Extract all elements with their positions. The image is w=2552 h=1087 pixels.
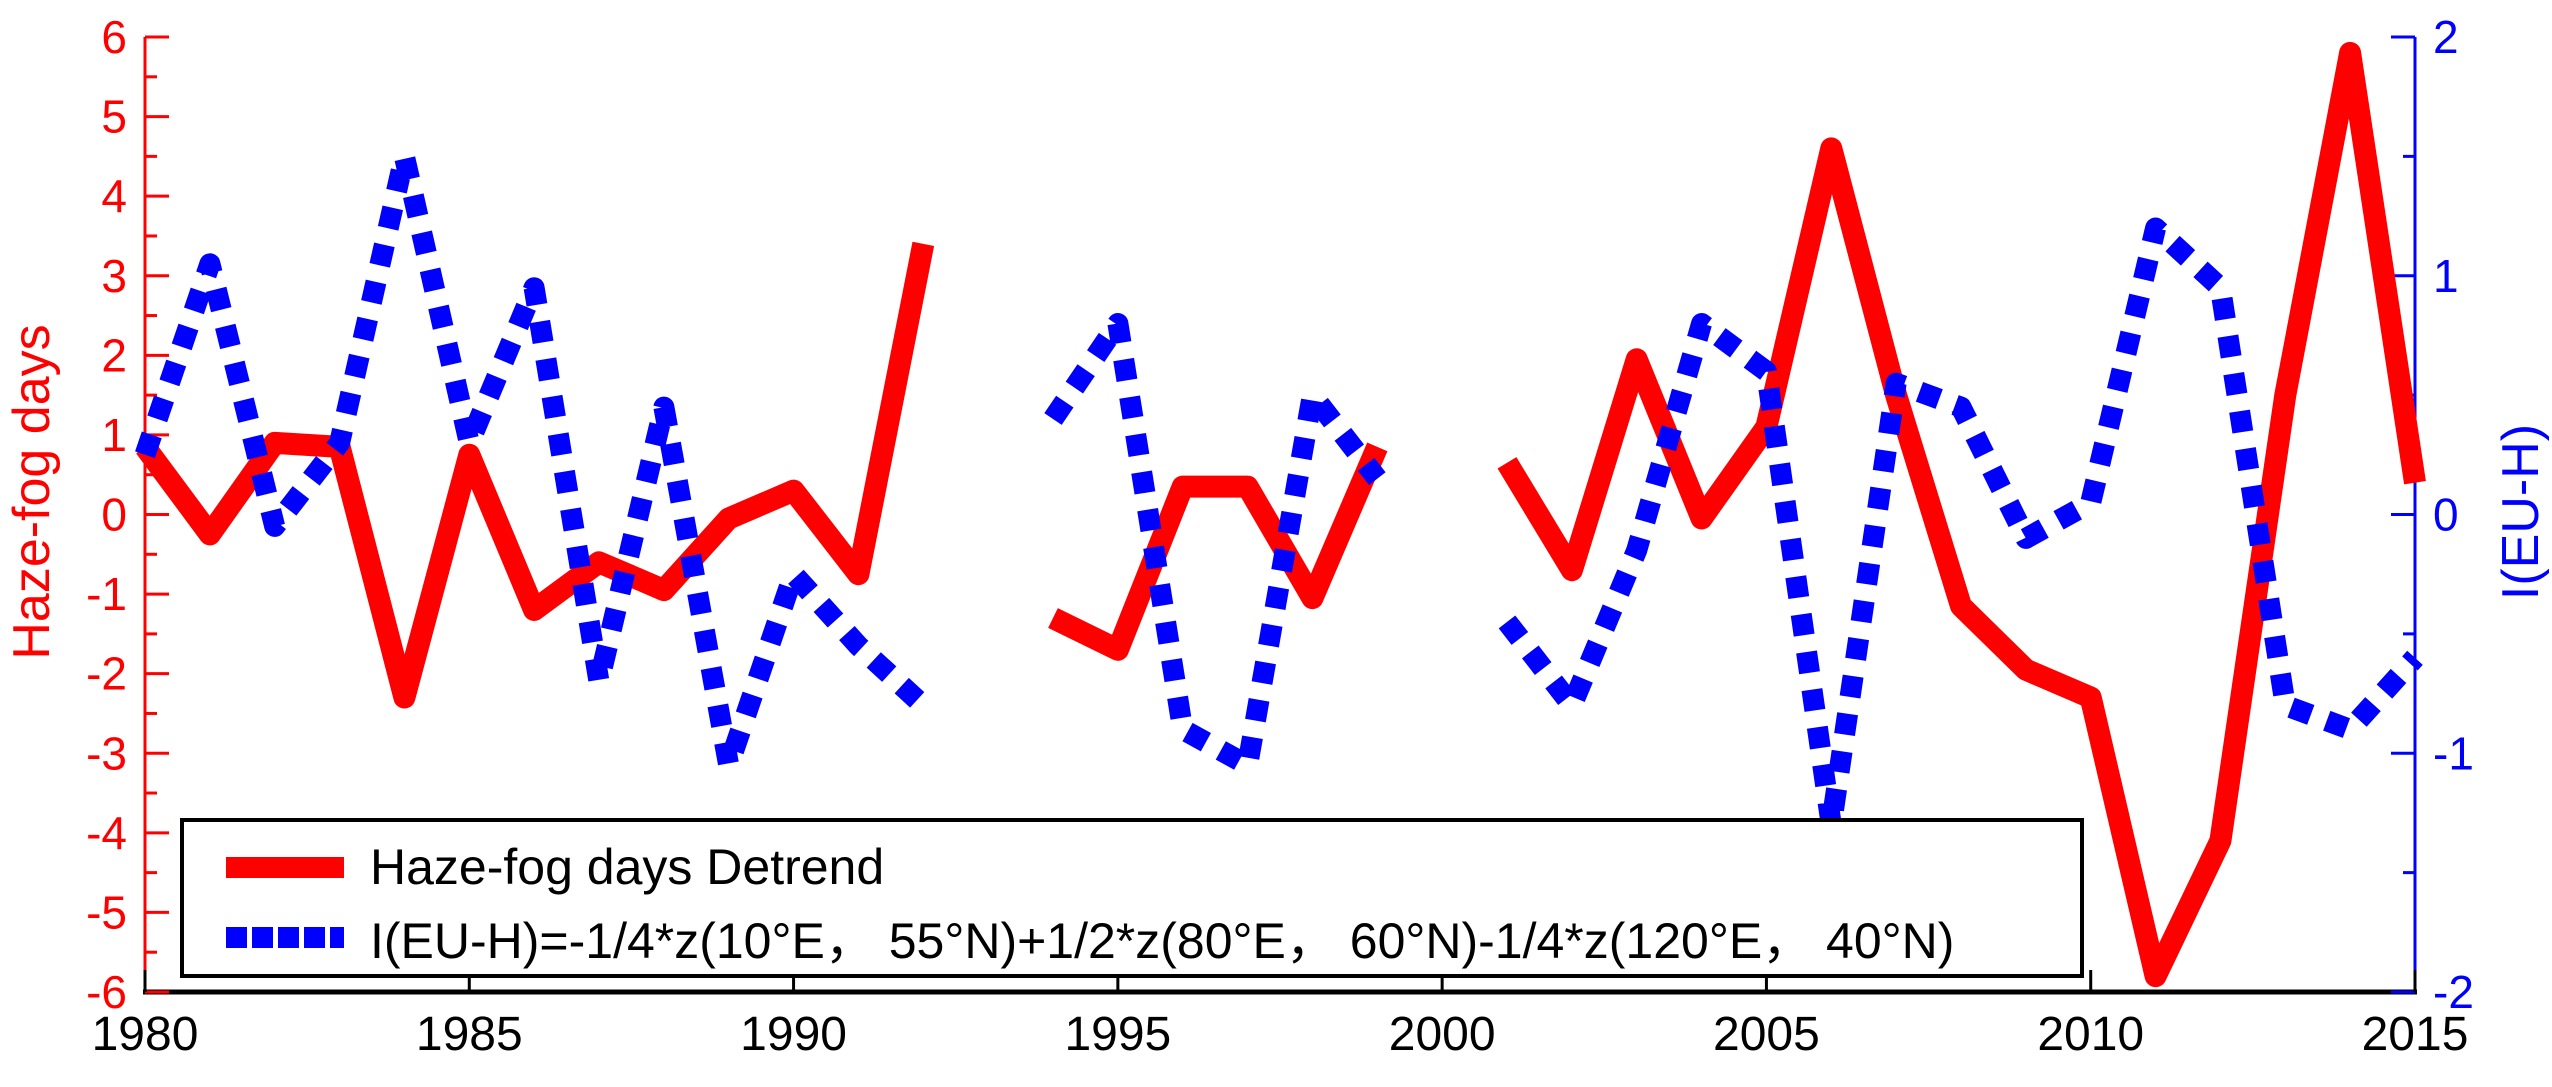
right-axis-title: I(EU-H) — [2492, 423, 2550, 601]
x-axis-tick-label: 2000 — [1389, 1008, 1496, 1061]
blue-dotted-series-line — [1498, 217, 2423, 836]
left-axis-tick-label: 5 — [101, 91, 127, 143]
left-axis-tick-label: 6 — [101, 11, 127, 63]
left-axis-tick-label: -5 — [86, 886, 127, 938]
legend-swatch-red-solid-line — [226, 856, 344, 878]
left-axis-tick-label: -3 — [86, 727, 127, 779]
right-axis-tick-label: -2 — [2433, 966, 2474, 1018]
left-axis-title: Haze-fog days — [3, 324, 61, 660]
right-axis-tick-label: 0 — [2433, 489, 2459, 541]
left-axis-tick-label: 2 — [101, 329, 127, 381]
x-axis-tick-label: 2015 — [2362, 1008, 2469, 1061]
left-axis-tick-label: -6 — [86, 966, 127, 1018]
legend-label-ieuh: I(EU-H)=-1/4*z(10°E， 55°N)+1/2*z(80°E， 6… — [370, 913, 1955, 969]
x-axis-tick-label: 1995 — [1064, 1008, 1171, 1061]
right-axis-tick-label: -1 — [2433, 727, 2474, 779]
left-axis-tick-label: 4 — [101, 170, 127, 222]
x-axis-tick-label: 2005 — [1713, 1008, 1820, 1061]
legend: Haze-fog days Detrend I(EU-H)=-1/4*z(10°… — [180, 818, 2084, 978]
left-axis-tick-label: 3 — [101, 250, 127, 302]
legend-row-ieuh: I(EU-H)=-1/4*z(10°E， 55°N)+1/2*z(80°E， 6… — [226, 902, 2080, 972]
red-solid-series-line — [136, 241, 935, 709]
legend-row-haze: Haze-fog days Detrend — [226, 832, 2080, 902]
x-axis-tick-label: 2010 — [2037, 1008, 2144, 1061]
left-axis-tick-label: -1 — [86, 568, 127, 620]
x-axis-tick-label: 1985 — [416, 1008, 523, 1061]
blue-dotted-series-line — [1044, 313, 1386, 776]
left-axis-tick-label: 0 — [101, 489, 127, 541]
x-axis-tick-label: 1990 — [740, 1008, 847, 1061]
legend-swatch-blue-dotted-line — [226, 926, 344, 948]
right-axis-tick-label: 1 — [2433, 250, 2459, 302]
blue-dotted-series-line — [135, 145, 931, 776]
left-axis-tick-label: -2 — [86, 648, 127, 700]
left-axis-tick-label: -4 — [86, 807, 127, 859]
legend-label-haze: Haze-fog days Detrend — [370, 839, 885, 895]
x-axis-tick-label: 1980 — [92, 1008, 199, 1061]
left-axis-tick-label: 1 — [101, 409, 127, 461]
red-solid-series-line — [1048, 442, 1388, 661]
right-axis-tick-label: 2 — [2433, 11, 2459, 63]
